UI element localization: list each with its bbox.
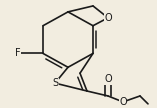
- Text: F: F: [15, 48, 21, 58]
- Text: O: O: [104, 74, 112, 84]
- Text: S: S: [52, 78, 58, 88]
- Text: O: O: [119, 97, 127, 107]
- Text: O: O: [104, 13, 112, 23]
